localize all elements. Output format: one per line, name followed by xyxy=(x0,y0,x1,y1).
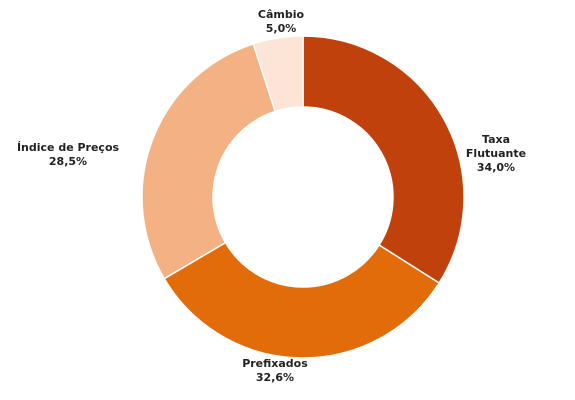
value-label: 34,0% xyxy=(476,161,516,174)
value-label: 32,6% xyxy=(255,371,295,384)
value-label: 5,0% xyxy=(265,22,297,35)
category-label: Prefixados xyxy=(242,357,308,370)
value-label: 28,5% xyxy=(48,155,88,168)
data-label: Câmbio 5,0% xyxy=(241,8,321,36)
donut-segment xyxy=(302,35,465,285)
donut-segment xyxy=(141,42,277,280)
category-label: Taxa Flutuante xyxy=(465,133,527,160)
data-label: Prefixados 32,6% xyxy=(215,357,335,385)
data-label: Taxa Flutuante 34,0% xyxy=(461,133,531,175)
data-label: Índice de Preços 28,5% xyxy=(0,141,138,169)
donut-segment xyxy=(252,35,304,113)
category-label: Índice de Preços xyxy=(16,141,120,154)
donut-segment xyxy=(163,241,441,359)
category-label: Câmbio xyxy=(257,8,305,21)
